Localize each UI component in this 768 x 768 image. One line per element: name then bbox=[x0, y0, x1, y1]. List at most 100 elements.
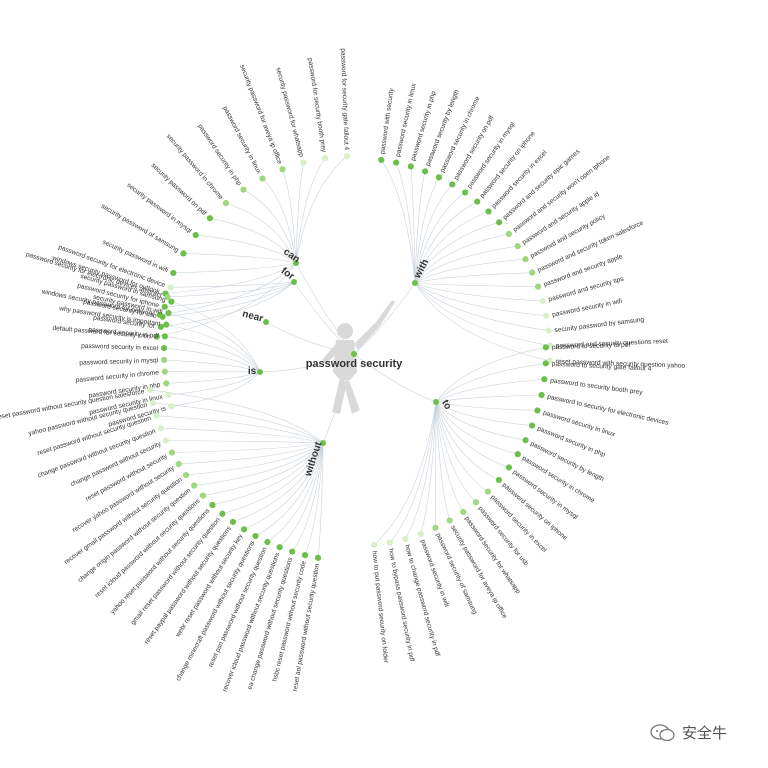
leaf-dot-with bbox=[407, 163, 414, 170]
leaf-dot-can bbox=[322, 155, 329, 162]
link-without-leaf bbox=[222, 442, 324, 515]
link-without-leaf bbox=[186, 442, 324, 476]
leaf-dot-with bbox=[496, 219, 503, 226]
link-to-leaf bbox=[435, 401, 538, 411]
link-can-leaf bbox=[225, 202, 297, 264]
leaf-dot-without bbox=[175, 460, 182, 468]
leaf-dot-with bbox=[534, 283, 542, 290]
link-to-leaf bbox=[435, 378, 545, 403]
leaf-dot-to bbox=[460, 508, 467, 516]
leaf-dot-to bbox=[386, 539, 394, 546]
link-with-leaf bbox=[414, 272, 533, 284]
leaf-dot-without bbox=[264, 538, 271, 546]
link-to-leaf bbox=[435, 401, 518, 455]
link-to-leaf bbox=[435, 401, 450, 521]
link-is-leaf bbox=[164, 336, 261, 373]
leaf-dot-to bbox=[370, 541, 378, 549]
leaf-label-is: password security in mysql bbox=[79, 357, 158, 366]
leaf-dot-without bbox=[209, 501, 216, 509]
leaf-label-is: password security in chrome bbox=[75, 369, 159, 384]
link-to-leaf bbox=[435, 401, 500, 481]
link-without-leaf bbox=[156, 415, 324, 444]
leaf-label-can: password for security booth prey bbox=[306, 57, 327, 153]
center-node: password security bbox=[306, 351, 403, 370]
link-is-leaf bbox=[171, 371, 261, 407]
link-without-leaf bbox=[255, 442, 324, 537]
leaf-dot-without bbox=[240, 526, 248, 533]
link-with-leaf bbox=[414, 282, 539, 287]
link-to-leaf bbox=[435, 401, 437, 528]
hub-dot-with bbox=[412, 280, 418, 286]
link-without-leaf bbox=[150, 389, 324, 444]
link-to-leaf bbox=[420, 401, 437, 535]
link-with-leaf bbox=[414, 258, 526, 284]
leaf-dot-to bbox=[505, 464, 512, 471]
link-for-leaf bbox=[167, 281, 295, 298]
link-can-leaf bbox=[295, 157, 326, 264]
link-with-leaf bbox=[414, 171, 426, 284]
leaf-dot-to bbox=[417, 530, 424, 538]
link-to-leaf bbox=[435, 347, 546, 403]
leaf-dot-without bbox=[157, 425, 164, 432]
leaf-dot-is bbox=[163, 380, 170, 387]
leaf-dot-to bbox=[538, 391, 545, 399]
leaf-label-to: password to security to pdf bbox=[552, 342, 631, 352]
hub-dot-can bbox=[293, 260, 299, 266]
leaf-dot-with bbox=[474, 198, 481, 205]
leaf-dot-without bbox=[182, 471, 190, 479]
hub-dot-for bbox=[291, 279, 297, 285]
link-without-leaf bbox=[202, 442, 324, 496]
leaf-label-with: password and security questions reset bbox=[556, 338, 669, 350]
link-with-leaf bbox=[414, 184, 453, 284]
leaf-dot-without bbox=[229, 518, 237, 526]
link-without-leaf bbox=[243, 442, 324, 530]
link-can-leaf bbox=[282, 169, 297, 264]
leaf-dot-without bbox=[191, 482, 198, 489]
leaf-dot-is bbox=[163, 321, 170, 328]
link-with-leaf bbox=[414, 192, 466, 284]
leaf-dot-without bbox=[289, 548, 296, 555]
leaf-label-with: password with security bbox=[379, 87, 395, 154]
link-can-leaf bbox=[243, 189, 297, 264]
link-with-leaf bbox=[414, 201, 478, 284]
link-is-leaf bbox=[166, 371, 261, 384]
link-with-leaf bbox=[414, 233, 509, 284]
leaf-dot-can bbox=[240, 186, 247, 193]
link-to-leaf bbox=[405, 401, 437, 540]
leaf-dot-for bbox=[161, 303, 168, 310]
link-without-leaf bbox=[194, 442, 324, 486]
leaf-dot-with bbox=[393, 159, 400, 166]
leaf-dot-with bbox=[529, 269, 536, 276]
link-is-leaf bbox=[171, 301, 261, 373]
center-figure-icon bbox=[322, 300, 395, 414]
leaf-dot-without bbox=[199, 492, 207, 499]
link-without-leaf bbox=[171, 442, 324, 453]
leaf-dot-to bbox=[522, 437, 529, 444]
leaf-dot-for bbox=[167, 284, 174, 291]
leaf-dot-is bbox=[168, 298, 175, 305]
link-for-leaf bbox=[162, 281, 295, 318]
leaf-dot-without bbox=[252, 532, 259, 540]
leaf-dot-to bbox=[534, 407, 541, 414]
leaf-label-to: password to security gate fallout 4 bbox=[552, 361, 652, 373]
leaf-label-is: password security in excel bbox=[81, 343, 159, 352]
leaf-dot-to bbox=[542, 360, 549, 367]
leaf-dot-can bbox=[170, 269, 177, 277]
leaf-dot-with bbox=[461, 189, 469, 196]
wechat-icon bbox=[650, 723, 675, 741]
leaf-dot-to bbox=[495, 476, 503, 484]
leaf-dot-for bbox=[164, 293, 171, 301]
link-to-leaf bbox=[435, 401, 509, 468]
leaf-dot-to bbox=[484, 488, 492, 495]
link-to-leaf bbox=[435, 401, 533, 426]
hub-label-is: is bbox=[248, 366, 257, 377]
leaf-dot-can bbox=[206, 215, 214, 222]
link-without-leaf bbox=[279, 442, 324, 548]
leaf-dot-can bbox=[343, 153, 351, 160]
leaf-dot-is bbox=[165, 309, 172, 317]
leaf-label-with: password security in wifi bbox=[552, 298, 624, 319]
link-to-leaf bbox=[373, 401, 437, 546]
leaf-dot-without bbox=[168, 449, 176, 456]
leaf-label-to: password security of samsung bbox=[434, 532, 478, 616]
